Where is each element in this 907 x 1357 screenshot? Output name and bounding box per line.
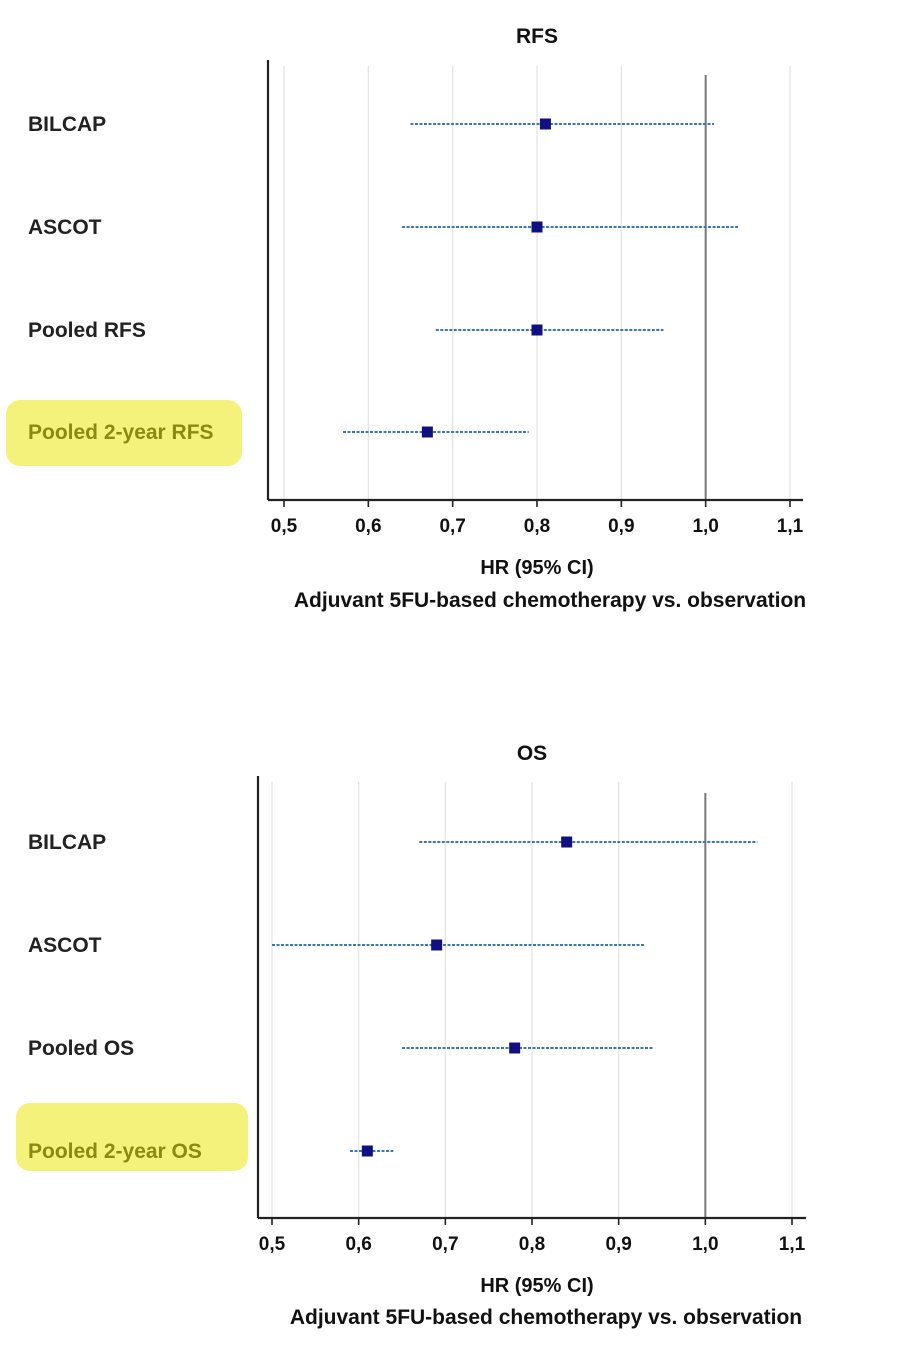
- hazard-ratio-marker: [531, 324, 543, 336]
- row-label: BILCAP: [28, 831, 106, 854]
- os-forest-plot: OS BILCAP ASCOT Pooled OS Pooled 2-year OS …: [0, 718, 907, 1357]
- label-highlight: [6, 400, 242, 466]
- row-label: ASCOT: [28, 934, 102, 957]
- hazard-ratio-marker: [531, 221, 543, 233]
- x-tick-label: 0,5: [271, 516, 298, 537]
- rfs-forest-plot: RFS BILCAP ASCOT Pooled RFS Pooled 2-year R…: [0, 0, 907, 640]
- x-tick-label: 0,6: [345, 1234, 371, 1255]
- highlight-layer: [16, 1103, 248, 1171]
- x-tick-label: 1,0: [692, 516, 718, 537]
- gridlines: [271, 782, 793, 1218]
- x-axis-label: HR (95% CI): [480, 557, 593, 579]
- x-axis-label: HR (95% CI): [480, 1275, 593, 1297]
- row-label: Pooled 2-year RFS: [28, 421, 214, 444]
- data-marks: [343, 118, 740, 438]
- row-label: Pooled RFS: [28, 319, 146, 342]
- row-label: Pooled 2-year OS: [28, 1140, 202, 1163]
- hazard-ratio-marker: [361, 1145, 373, 1157]
- data-marks: [272, 836, 758, 1157]
- chart-subtitle: Adjuvant 5FU-based chemotherapy vs. obse…: [290, 1306, 802, 1329]
- chart-title: OS: [517, 742, 547, 765]
- gridlines: [283, 66, 791, 500]
- row-label: BILCAP: [28, 113, 106, 136]
- row-labels: BILCAP ASCOT Pooled RFS Pooled 2-year RFS: [28, 113, 214, 444]
- hazard-ratio-marker: [431, 939, 443, 951]
- x-axis: 0,5 0,6 0,7 0,8 0,9 1,0 1,1: [266, 60, 804, 537]
- chart-subtitle: Adjuvant 5FU-based chemotherapy vs. obse…: [294, 589, 806, 612]
- chart-title: RFS: [516, 25, 558, 48]
- x-tick-label: 0,9: [608, 516, 634, 537]
- row-label: ASCOT: [28, 216, 102, 239]
- label-highlight: [16, 1103, 248, 1171]
- hazard-ratio-marker: [421, 426, 433, 438]
- x-tick-label: 0,8: [524, 516, 550, 537]
- x-tick-label: 1,1: [777, 516, 804, 537]
- row-labels: BILCAP ASCOT Pooled OS Pooled 2-year OS: [28, 831, 202, 1163]
- hazard-ratio-marker: [539, 118, 551, 130]
- x-tick-label: 1,1: [779, 1234, 806, 1255]
- x-tick-label: 0,7: [432, 1234, 458, 1255]
- rfs-chart-svg: RFS BILCAP ASCOT Pooled RFS Pooled 2-year R…: [6, 25, 806, 612]
- highlight-layer: [6, 400, 242, 466]
- x-tick-label: 0,6: [355, 516, 381, 537]
- x-tick-label: 0,7: [439, 516, 465, 537]
- hazard-ratio-marker: [561, 836, 573, 848]
- x-axis: 0,5 0,6 0,7 0,8 0,9 1,0 1,1: [256, 776, 806, 1255]
- row-label: Pooled OS: [28, 1037, 134, 1060]
- x-tick-label: 0,8: [519, 1234, 545, 1255]
- x-tick-label: 0,9: [605, 1234, 631, 1255]
- x-tick-label: 0,5: [259, 1234, 286, 1255]
- x-tick-label: 1,0: [692, 1234, 718, 1255]
- hazard-ratio-marker: [509, 1042, 521, 1054]
